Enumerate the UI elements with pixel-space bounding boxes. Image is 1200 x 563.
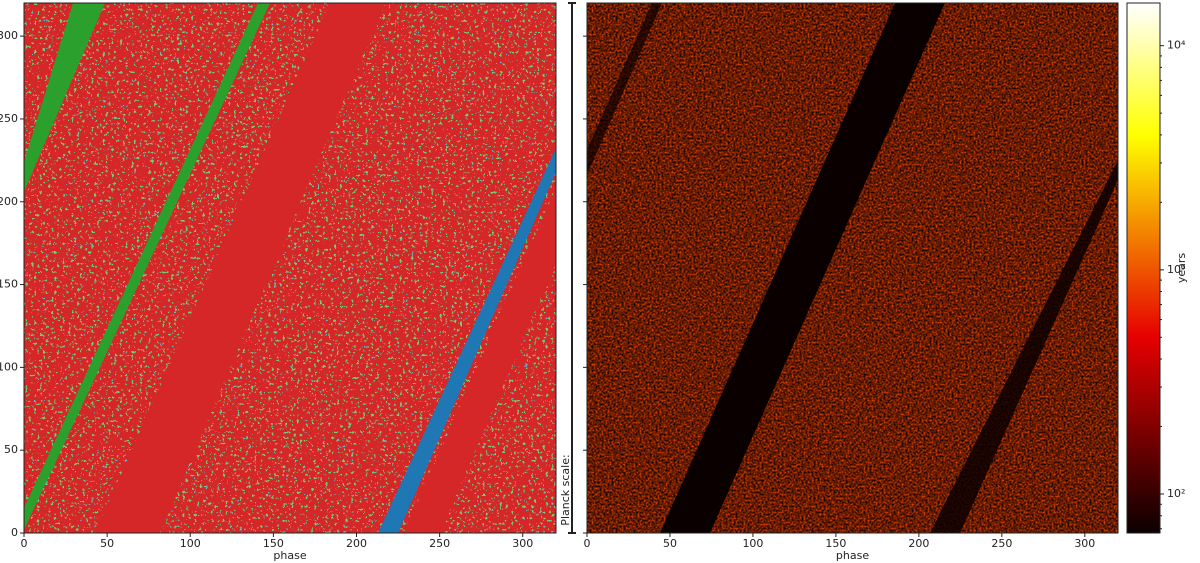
x-tick-label: 0: [584, 537, 591, 550]
x-tick-label: 200: [346, 537, 367, 550]
x-tick-label: 250: [429, 537, 450, 550]
colorbar-tick-label: 10⁴: [1167, 39, 1186, 52]
x-tick-label: 300: [1074, 537, 1095, 550]
colorbar-frame: [1126, 2, 1161, 534]
colorbar-label: years: [1175, 253, 1188, 284]
y-tick-label: 200: [0, 195, 18, 208]
x-tick-label: 200: [908, 537, 929, 550]
colorbar: [1127, 3, 1160, 533]
x-axis-label: phase: [836, 549, 869, 562]
x-axis-label: phase: [273, 549, 306, 562]
right-image: [587, 3, 1118, 533]
x-tick-label: 150: [825, 537, 846, 550]
y-tick-label: 300: [0, 29, 18, 42]
y-tick-label: 0: [11, 526, 18, 539]
y-tick-label: 150: [0, 278, 18, 291]
side-label: Planck scale:: [559, 454, 572, 525]
x-tick-label: 150: [263, 537, 284, 550]
x-tick-label: 50: [100, 537, 114, 550]
axes-frame: [23, 2, 557, 534]
left-image: [24, 3, 556, 533]
x-tick-label: 0: [21, 537, 28, 550]
axes-frame: [586, 2, 1119, 534]
colorbar-tick-label: 10²: [1167, 487, 1185, 500]
x-tick-label: 250: [991, 537, 1012, 550]
y-tick-label: 100: [0, 360, 18, 373]
y-tick-label: 250: [0, 112, 18, 125]
x-tick-label: 100: [742, 537, 763, 550]
y-tick-label: 50: [4, 443, 18, 456]
colorbar-tick-label: 10³: [1167, 263, 1185, 276]
x-tick-label: 50: [663, 537, 677, 550]
x-tick-label: 100: [180, 537, 201, 550]
x-tick-label: 300: [512, 537, 533, 550]
